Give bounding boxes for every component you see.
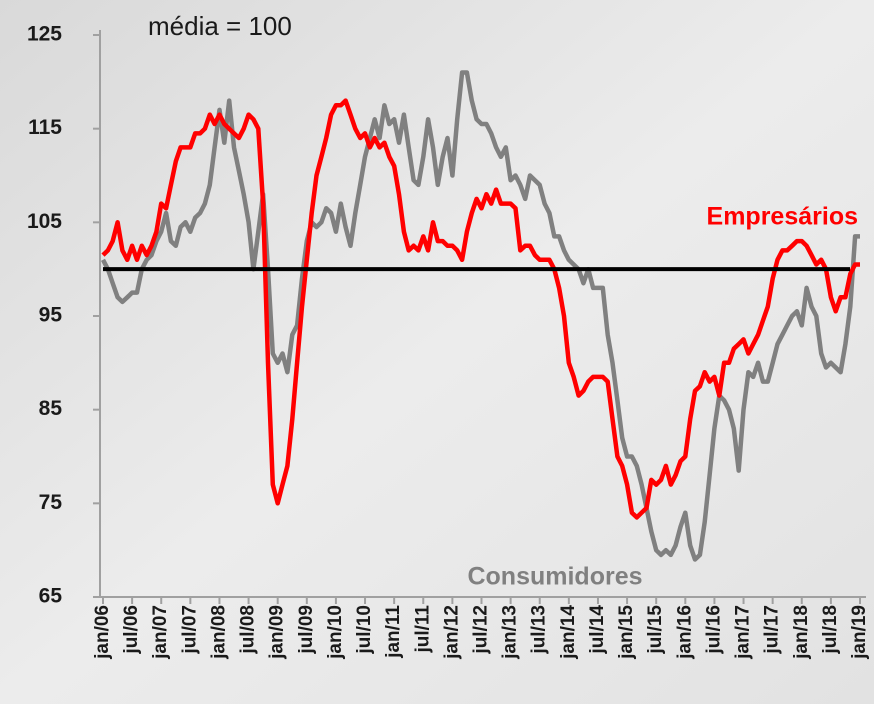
x-tick-label: jan/10: [325, 605, 346, 660]
x-tick-label: jan/12: [441, 605, 462, 660]
x-tick-label: jul/18: [820, 605, 841, 655]
line-series: [101, 98, 860, 520]
x-tick-label: jul/10: [354, 605, 375, 655]
x-tick-label: jul/08: [238, 605, 259, 655]
x-tick-label: jan/06: [92, 605, 113, 660]
x-tick-label: jan/15: [616, 605, 637, 660]
x-tick-label: jul/07: [179, 605, 200, 655]
x-tick-label: jul/16: [703, 605, 724, 655]
x-tick-label: jul/15: [645, 605, 666, 655]
x-tick-label: jul/17: [762, 605, 783, 655]
series-label: Empresários: [707, 203, 858, 231]
x-tick-label: jan/16: [674, 605, 695, 660]
y-tick-label: 85: [39, 397, 63, 420]
x-tick-label: jan/08: [208, 605, 229, 660]
x-tick-label: jan/17: [733, 605, 754, 660]
x-tick-label: jul/09: [296, 605, 317, 655]
series-label: Consumidores: [467, 563, 642, 591]
y-tick-label: 95: [39, 304, 63, 327]
annotation: média = 100: [148, 11, 292, 41]
y-tick-label: 105: [27, 210, 62, 233]
x-tick-label: jan/09: [267, 605, 288, 660]
x-tick-label: jul/11: [412, 605, 433, 654]
y-tick-label: 125: [27, 23, 62, 46]
x-tick-label: jan/07: [150, 605, 171, 660]
y-tick-label: 75: [39, 491, 63, 514]
x-tick-label: jul/14: [587, 605, 608, 655]
x-tick-label: jan/11: [383, 605, 404, 659]
y-tick-label: 65: [39, 585, 63, 608]
x-tick-label: jan/14: [558, 605, 579, 660]
x-tick-label: jan/19: [849, 605, 870, 660]
x-tick-label: jul/13: [529, 605, 550, 655]
y-tick-label: 115: [28, 116, 62, 139]
x-tick-label: jul/12: [471, 605, 492, 655]
x-tick-label: jan/13: [500, 605, 521, 660]
x-tick-label: jan/18: [791, 605, 812, 660]
line-series: [101, 70, 860, 562]
x-tick-label: jul/06: [121, 605, 142, 655]
